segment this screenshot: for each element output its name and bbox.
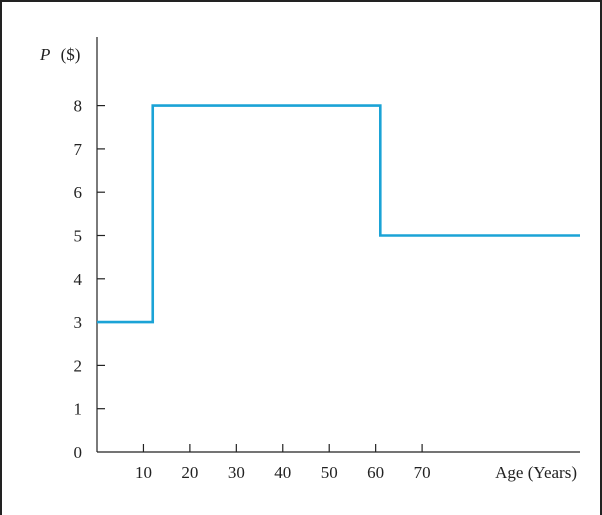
series-group: [97, 104, 580, 324]
x-axis-label: Age (Years): [495, 463, 577, 482]
y-tick-label: 3: [74, 313, 83, 332]
x-ticks: 10 20 30 40 50 60 70: [135, 444, 431, 482]
x-tick-label: 50: [321, 463, 338, 482]
y-tick-label: 5: [74, 227, 83, 246]
x-tick-label: 10: [135, 463, 152, 482]
y-tick-label: 4: [74, 270, 83, 289]
x-tick-label: 40: [274, 463, 291, 482]
x-tick-label: 70: [414, 463, 431, 482]
y-tick-label: 7: [74, 140, 83, 159]
x-tick-label: 20: [181, 463, 198, 482]
series-line: [97, 104, 580, 324]
y-axis-variable: P: [39, 45, 50, 64]
x-tick-label: 60: [367, 463, 384, 482]
y-tick-label: 8: [74, 97, 83, 116]
y-tick-label: 6: [74, 183, 83, 202]
y-tick-label: 0: [74, 443, 83, 462]
y-tick-label: 1: [74, 400, 83, 419]
y-tick-label: 2: [74, 356, 83, 375]
x-tick-label: 30: [228, 463, 245, 482]
y-axis-label: P ($): [39, 45, 80, 64]
y-axis-unit: ($): [61, 45, 81, 64]
y-ticks: 0 1 2 3 4 5 6 7 8: [74, 97, 105, 462]
